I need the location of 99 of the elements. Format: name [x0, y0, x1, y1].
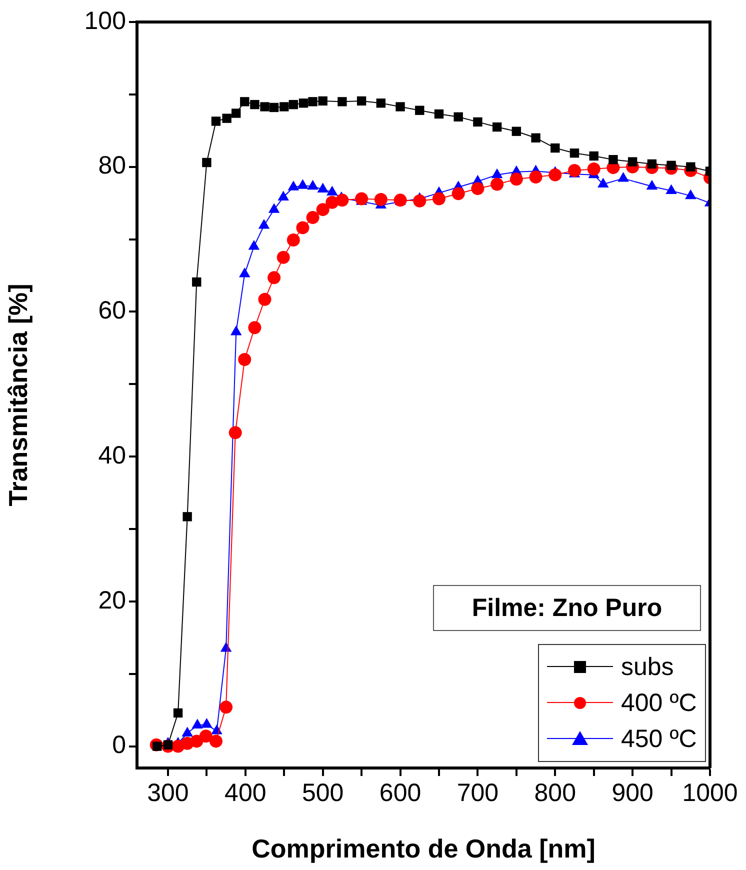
point [529, 170, 542, 184]
point [230, 325, 242, 336]
x-tick-label: 500 [302, 778, 344, 807]
point [222, 114, 232, 123]
point [628, 157, 638, 166]
y-tick-label: 40 [98, 441, 126, 470]
point [646, 180, 658, 190]
point [336, 194, 349, 207]
point [199, 730, 212, 743]
point [211, 116, 221, 126]
point [307, 180, 318, 190]
point [598, 178, 609, 188]
x-tick-label: 1000 [682, 778, 738, 807]
point [260, 102, 270, 112]
point [618, 172, 629, 182]
point [338, 97, 347, 106]
point [308, 97, 318, 106]
point [248, 321, 262, 334]
point [434, 109, 444, 119]
point [685, 189, 696, 200]
y-axis-title: Transmitância [%] [2, 284, 33, 506]
legend-label: 450 ºC [621, 724, 697, 754]
point [297, 179, 308, 189]
point [240, 97, 250, 106]
point [510, 172, 523, 186]
point [589, 151, 598, 161]
point [228, 426, 242, 440]
point [306, 211, 320, 224]
y-tick-label: 100 [84, 6, 126, 35]
point [268, 203, 280, 213]
point [192, 718, 204, 729]
point [269, 102, 279, 112]
point [278, 190, 289, 201]
point [548, 168, 562, 182]
x-tick-label: 400 [224, 778, 266, 807]
point [288, 100, 298, 110]
point [491, 168, 503, 178]
point [192, 277, 202, 287]
y-tick-label: 60 [98, 296, 126, 325]
x-axis-title: Comprimento de Onda [nm] [252, 834, 596, 864]
point [220, 700, 233, 714]
legend-label: subs [621, 652, 674, 682]
point [432, 192, 446, 206]
point [202, 158, 212, 168]
point [666, 184, 677, 194]
point [356, 96, 366, 106]
annotation: Filme: Zno Puro [433, 585, 701, 631]
point [355, 192, 368, 206]
point [415, 106, 424, 115]
point [239, 268, 250, 278]
point [276, 250, 290, 264]
point [286, 234, 300, 247]
y-tick-label: 80 [98, 152, 126, 180]
point [492, 122, 502, 132]
point [173, 708, 183, 718]
x-tick-label: 600 [379, 778, 422, 807]
point [238, 353, 252, 366]
point [587, 162, 600, 176]
point [201, 718, 212, 728]
y-tick-label: 20 [98, 586, 126, 614]
point [268, 271, 281, 284]
point [182, 726, 193, 736]
x-tick-label: 900 [612, 778, 654, 807]
point [376, 98, 386, 108]
point [280, 102, 289, 112]
point [250, 100, 260, 110]
point [232, 108, 241, 118]
point [550, 143, 560, 153]
point [182, 512, 192, 522]
x-tick-label: 800 [534, 778, 576, 807]
point [454, 112, 463, 122]
y-tick-label: 0 [112, 731, 126, 760]
point [396, 102, 405, 112]
point [248, 240, 260, 250]
point [374, 192, 388, 206]
point [316, 203, 330, 216]
point [326, 186, 338, 196]
point [413, 194, 426, 208]
point [298, 98, 308, 108]
point [531, 133, 540, 142]
point [258, 292, 272, 306]
x-tick-label: 300 [147, 778, 189, 807]
point [288, 180, 300, 190]
point [258, 219, 270, 229]
point [318, 96, 328, 106]
point [570, 148, 580, 158]
point [568, 164, 581, 177]
point [471, 182, 484, 196]
legend-label: 400 ºC [621, 688, 697, 718]
point [512, 126, 522, 136]
point [452, 187, 465, 200]
point [608, 155, 618, 164]
point [317, 182, 328, 193]
point [473, 117, 482, 127]
x-tick-label: 700 [456, 778, 499, 807]
point [190, 734, 204, 748]
point [490, 178, 504, 191]
point [296, 221, 310, 234]
point [209, 734, 222, 748]
